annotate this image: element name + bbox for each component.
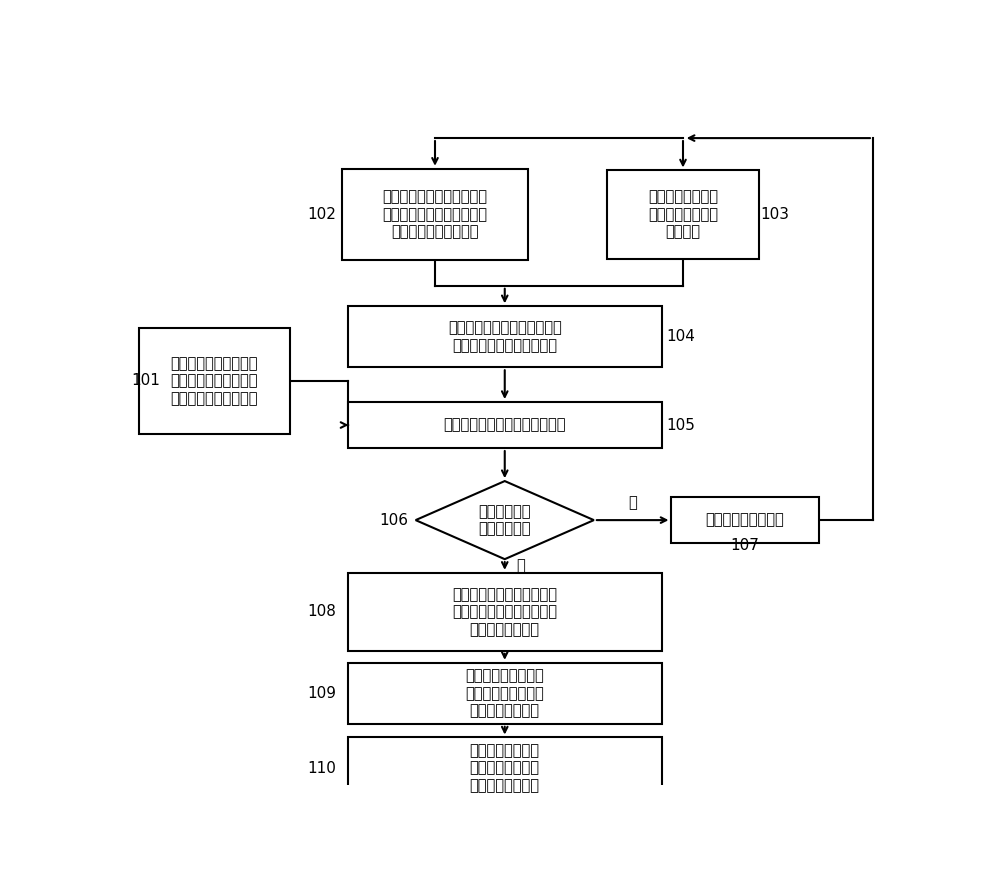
FancyBboxPatch shape bbox=[342, 168, 528, 260]
Text: 102: 102 bbox=[308, 207, 337, 222]
Polygon shape bbox=[416, 481, 594, 559]
Text: 109: 109 bbox=[308, 686, 337, 701]
Text: 将理论压力与实测压力进行对比: 将理论压力与实测压力进行对比 bbox=[444, 417, 566, 432]
Text: 106: 106 bbox=[379, 512, 408, 527]
Text: 104: 104 bbox=[666, 329, 695, 344]
Text: 否: 否 bbox=[628, 495, 637, 510]
Text: 是: 是 bbox=[516, 558, 525, 573]
Text: 预设参数作为解释参数，利
用设定系数得到动态渗透率
变化关系的表达式: 预设参数作为解释参数，利 用设定系数得到动态渗透率 变化关系的表达式 bbox=[452, 587, 557, 637]
Text: 选择表征渗流速度与压力梯
度关系的函数类型，并设定
函数中未知系数的初值: 选择表征渗流速度与压力梯 度关系的函数类型，并设定 函数中未知系数的初值 bbox=[382, 190, 488, 239]
FancyBboxPatch shape bbox=[348, 662, 662, 724]
FancyBboxPatch shape bbox=[348, 402, 662, 448]
Text: 110: 110 bbox=[308, 760, 337, 775]
Text: 101: 101 bbox=[131, 373, 160, 388]
Text: 108: 108 bbox=[308, 604, 337, 619]
FancyBboxPatch shape bbox=[348, 306, 662, 367]
Text: 多井解释结果归一
化得到整个区块的
平均渗流规律曲线: 多井解释结果归一 化得到整个区块的 平均渗流规律曲线 bbox=[470, 744, 540, 793]
Text: 测量关井时间内的井底
压力，得到井底压力差
与关井时间的变化关系: 测量关井时间内的井底 压力，得到井底压力差 与关井时间的变化关系 bbox=[170, 356, 258, 406]
Text: 根据数值模型计算出理论井底
压力差与时间差的变化关系: 根据数值模型计算出理论井底 压力差与时间差的变化关系 bbox=[448, 320, 562, 353]
Text: 求解得到渗流速度与
压力梯度的关系式，
绘制渗流规律曲线: 求解得到渗流速度与 压力梯度的关系式， 绘制渗流规律曲线 bbox=[465, 669, 544, 718]
Text: 103: 103 bbox=[761, 207, 790, 222]
FancyBboxPatch shape bbox=[348, 572, 662, 651]
FancyBboxPatch shape bbox=[348, 737, 662, 798]
Text: 修正预设函数与参数: 修正预设函数与参数 bbox=[706, 512, 784, 527]
Text: 107: 107 bbox=[731, 538, 759, 553]
Text: 根据测井完井等资
料确定解释模型的
参数初值: 根据测井完井等资 料确定解释模型的 参数初值 bbox=[648, 190, 718, 239]
Text: 判断两者是否
满足误差要求: 判断两者是否 满足误差要求 bbox=[479, 504, 531, 536]
FancyBboxPatch shape bbox=[139, 328, 290, 434]
FancyBboxPatch shape bbox=[671, 497, 819, 543]
Text: 105: 105 bbox=[666, 417, 695, 432]
FancyBboxPatch shape bbox=[607, 170, 759, 258]
